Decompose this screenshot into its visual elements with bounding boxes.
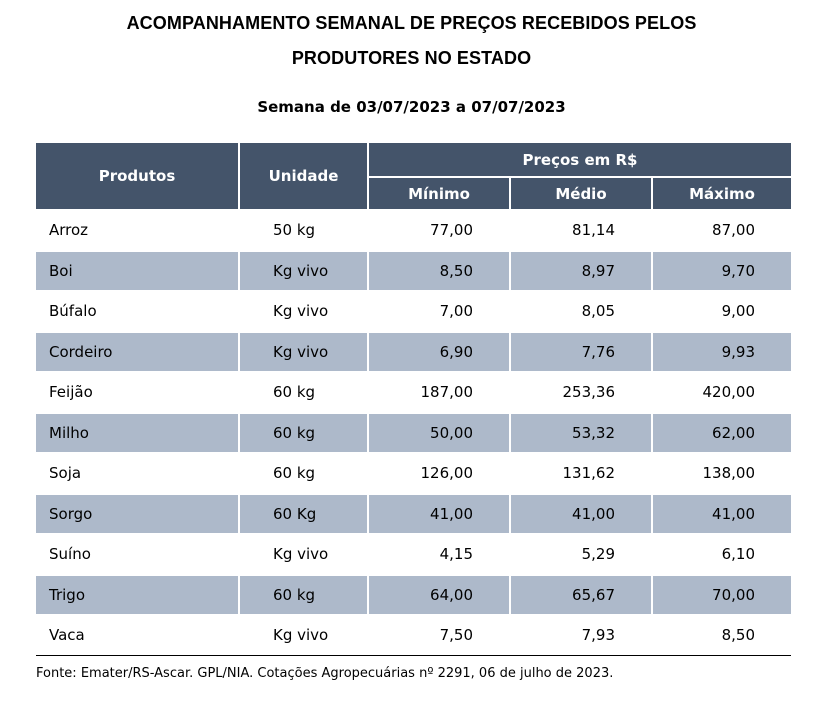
document-title-line-1: ACOMPANHAMENTO SEMANAL DE PREÇOS RECEBID… (126, 13, 697, 33)
header-unidade: Unidade (238, 143, 367, 209)
header-precos: Preços em R$ (367, 143, 791, 176)
table-row: Cordeiro Kg vivo 6,90 7,76 9,93 (36, 330, 791, 371)
cell-medio: 8,97 (509, 249, 651, 290)
cell-medio: 7,93 (509, 614, 651, 655)
cell-medio: 53,32 (509, 411, 651, 452)
cell-minimo: 41,00 (367, 492, 509, 533)
cell-produto: Boi (36, 249, 238, 290)
cell-produto: Soja (36, 452, 238, 493)
cell-unidade: Kg vivo (238, 330, 367, 371)
cell-produto: Cordeiro (36, 330, 238, 371)
cell-unidade: 60 kg (238, 411, 367, 452)
cell-maximo: 9,93 (651, 330, 791, 371)
cell-unidade: 50 kg (238, 209, 367, 250)
cell-produto: Feijão (36, 371, 238, 412)
cell-medio: 41,00 (509, 492, 651, 533)
cell-unidade: Kg vivo (238, 614, 367, 655)
cell-medio: 7,76 (509, 330, 651, 371)
table-row: Vaca Kg vivo 7,50 7,93 8,50 (36, 614, 791, 655)
table-row: Suíno Kg vivo 4,15 5,29 6,10 (36, 533, 791, 574)
header-produtos: Produtos (36, 143, 238, 209)
cell-unidade: Kg vivo (238, 249, 367, 290)
cell-produto: Búfalo (36, 290, 238, 331)
cell-minimo: 64,00 (367, 573, 509, 614)
table-row: Arroz 50 kg 77,00 81,14 87,00 (36, 209, 791, 250)
cell-produto: Trigo (36, 573, 238, 614)
header-medio: Médio (509, 176, 651, 209)
cell-maximo: 6,10 (651, 533, 791, 574)
cell-minimo: 7,50 (367, 614, 509, 655)
cell-minimo: 50,00 (367, 411, 509, 452)
cell-minimo: 6,90 (367, 330, 509, 371)
cell-medio: 81,14 (509, 209, 651, 250)
cell-medio: 131,62 (509, 452, 651, 493)
cell-maximo: 138,00 (651, 452, 791, 493)
table-row: Trigo 60 kg 64,00 65,67 70,00 (36, 573, 791, 614)
cell-medio: 65,67 (509, 573, 651, 614)
cell-unidade: Kg vivo (238, 290, 367, 331)
cell-maximo: 8,50 (651, 614, 791, 655)
cell-unidade: 60 kg (238, 452, 367, 493)
cell-unidade: 60 kg (238, 573, 367, 614)
footer-divider (36, 655, 791, 656)
cell-maximo: 41,00 (651, 492, 791, 533)
cell-unidade: 60 Kg (238, 492, 367, 533)
cell-produto: Vaca (36, 614, 238, 655)
cell-produto: Arroz (36, 209, 238, 250)
document-title-line-2: PRODUTORES NO ESTADO (291, 48, 532, 68)
cell-minimo: 7,00 (367, 290, 509, 331)
cell-maximo: 87,00 (651, 209, 791, 250)
cell-minimo: 77,00 (367, 209, 509, 250)
cell-produto: Milho (36, 411, 238, 452)
table-row: Feijão 60 kg 187,00 253,36 420,00 (36, 371, 791, 412)
cell-maximo: 9,00 (651, 290, 791, 331)
source-note: Fonte: Emater/RS-Ascar. GPL/NIA. Cotaçõe… (36, 666, 614, 681)
table-body: Arroz 50 kg 77,00 81,14 87,00 Boi Kg vivo 8,50 8… (36, 209, 791, 655)
table-row: Milho 60 kg 50,00 53,32 62,00 (36, 411, 791, 452)
cell-maximo: 70,00 (651, 573, 791, 614)
cell-maximo: 62,00 (651, 411, 791, 452)
table-row: Búfalo Kg vivo 7,00 8,05 9,00 (36, 290, 791, 331)
cell-medio: 8,05 (509, 290, 651, 331)
cell-medio: 253,36 (509, 371, 651, 412)
cell-minimo: 8,50 (367, 249, 509, 290)
prices-table: Produtos Unidade Preços em R$ Mínimo Méd… (36, 143, 791, 655)
header-minimo: Mínimo (367, 176, 509, 209)
table-row: Boi Kg vivo 8,50 8,97 9,70 (36, 249, 791, 290)
cell-produto: Suíno (36, 533, 238, 574)
document-subtitle: Semana de 03/07/2023 a 07/07/2023 (257, 98, 566, 116)
table-row: Soja 60 kg 126,00 131,62 138,00 (36, 452, 791, 493)
cell-produto: Sorgo (36, 492, 238, 533)
table-row: Sorgo 60 Kg 41,00 41,00 41,00 (36, 492, 791, 533)
cell-unidade: Kg vivo (238, 533, 367, 574)
header-maximo: Máximo (651, 176, 791, 209)
cell-medio: 5,29 (509, 533, 651, 574)
cell-minimo: 126,00 (367, 452, 509, 493)
cell-minimo: 4,15 (367, 533, 509, 574)
cell-maximo: 9,70 (651, 249, 791, 290)
cell-minimo: 187,00 (367, 371, 509, 412)
cell-unidade: 60 kg (238, 371, 367, 412)
cell-maximo: 420,00 (651, 371, 791, 412)
